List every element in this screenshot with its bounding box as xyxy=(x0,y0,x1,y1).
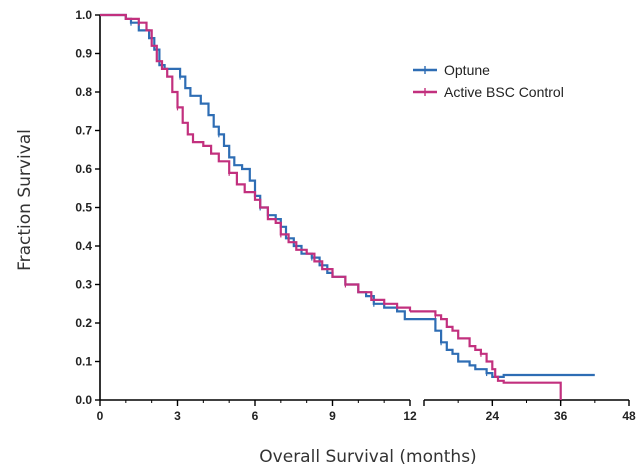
x-tick-label: 0 xyxy=(97,409,104,423)
y-tick-label: 0.7 xyxy=(75,124,92,138)
series-line-segment xyxy=(100,13,412,312)
x-tick-label: 9 xyxy=(329,409,336,423)
y-tick-label: 0.8 xyxy=(75,85,92,99)
x-tick-label: 24 xyxy=(486,409,500,423)
series-optune xyxy=(100,13,595,378)
legend: Optune Active BSC Control xyxy=(413,62,564,100)
series-line-segment xyxy=(410,318,595,378)
legend-label: Optune xyxy=(444,62,490,78)
y-tick-label: 0.3 xyxy=(75,278,92,292)
y-axis: 0.0 0.1 0.2 0.3 0.4 0.5 0.6 0.7 0.8 0.9 1.0 xyxy=(75,8,101,407)
x-tick-label: 12 xyxy=(403,409,417,423)
series-line-segment xyxy=(100,13,410,321)
y-tick-label: 0.9 xyxy=(75,47,92,61)
y-tick-label: 0.2 xyxy=(75,316,92,330)
x-tick-label: 36 xyxy=(554,409,568,423)
y-axis-title: Fraction Survival xyxy=(15,129,35,271)
x-axis-title: Overall Survival (months) xyxy=(259,447,476,467)
y-tick-label: 0.1 xyxy=(75,355,92,369)
x-tick-label: 3 xyxy=(174,409,181,423)
y-tick-label: 1.0 xyxy=(75,8,92,22)
series-active-bsc-control xyxy=(100,13,562,400)
y-tick-label: 0.0 xyxy=(75,393,92,407)
y-tick-label: 0.6 xyxy=(75,162,92,176)
series-line-segment xyxy=(410,310,562,400)
x-tick-label: 6 xyxy=(252,409,259,423)
y-tick-label: 0.5 xyxy=(75,201,92,215)
series-layer xyxy=(100,13,595,400)
x-tick-label: 48 xyxy=(622,409,636,423)
y-tick-label: 0.4 xyxy=(75,239,92,253)
legend-label: Active BSC Control xyxy=(444,84,564,100)
x-axis: 0 3 6 9 12 24 36 48 xyxy=(97,399,636,423)
